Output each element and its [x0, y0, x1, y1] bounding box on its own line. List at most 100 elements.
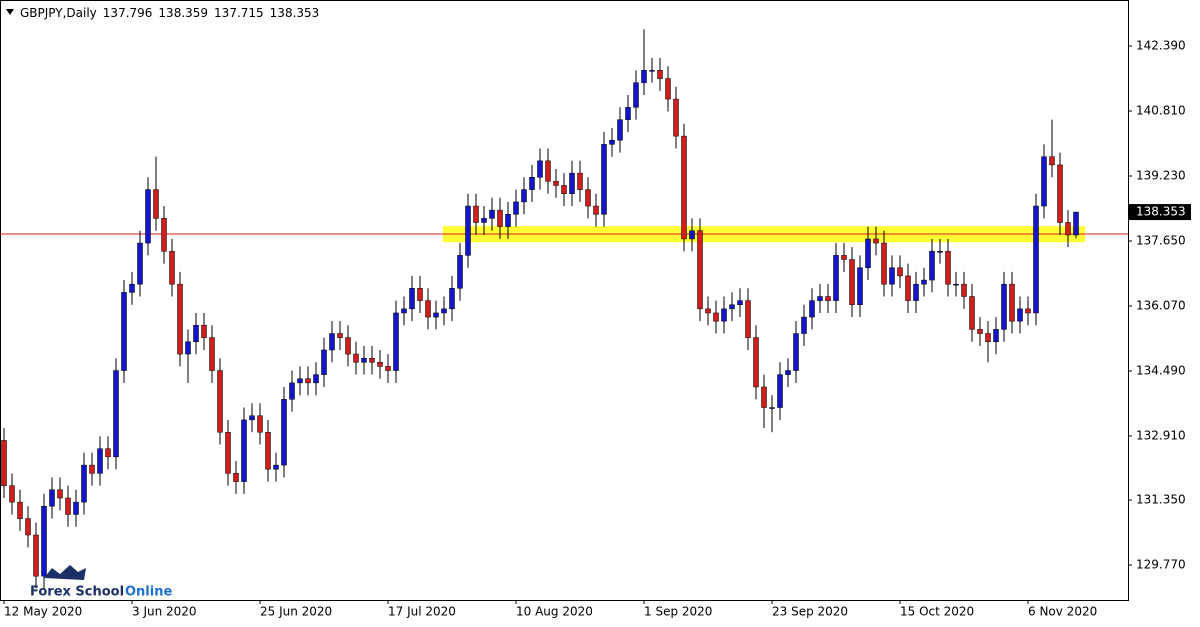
candle-body	[785, 370, 791, 375]
candle-body	[337, 333, 343, 338]
candle-body	[185, 341, 191, 355]
candle-body	[417, 288, 423, 301]
candle-body	[249, 415, 255, 421]
candle-body	[441, 308, 447, 314]
candle-body	[401, 308, 407, 314]
candle-body	[281, 399, 287, 466]
header-high: 138.359	[158, 6, 208, 20]
x-tick-label: 10 Aug 2020	[516, 605, 593, 619]
candle-body	[193, 325, 199, 342]
candle-body	[345, 337, 351, 355]
candle-body	[753, 337, 759, 388]
candle-body	[217, 370, 223, 433]
candle-body	[233, 473, 239, 482]
chart-title: GBPJPY,Daily	[20, 6, 97, 20]
candle-body	[457, 255, 463, 289]
candle-body	[857, 267, 863, 305]
candle-body	[289, 382, 295, 400]
x-tick-label: 3 Jun 2020	[132, 605, 197, 619]
candle-body	[673, 98, 679, 137]
candle-body	[577, 172, 583, 190]
candle-body	[721, 308, 727, 322]
y-tick-label: 136.070	[1136, 298, 1186, 312]
candle-body	[1033, 205, 1039, 314]
y-tick-label: 134.490	[1136, 363, 1186, 377]
candle-body	[9, 485, 15, 503]
y-tick-label: 137.650	[1136, 233, 1186, 247]
x-tick-label: 17 Jul 2020	[388, 605, 456, 619]
candle-body	[969, 296, 975, 330]
candle-body	[905, 275, 911, 301]
candle-body	[433, 312, 439, 318]
candle-body	[913, 283, 919, 301]
candle-body	[41, 505, 47, 577]
plot	[0, 29, 1128, 589]
watermark: Forex School Online	[30, 565, 172, 600]
candle-body	[929, 251, 935, 281]
candle-body	[385, 366, 391, 371]
candle-body	[1073, 211, 1079, 236]
candle-body	[881, 242, 887, 285]
x-tick-label: 6 Nov 2020	[1028, 605, 1097, 619]
candle-body	[681, 135, 687, 240]
candle-body	[177, 283, 183, 355]
candle-body	[425, 300, 431, 318]
candle-body	[873, 238, 879, 244]
candle-body	[481, 218, 487, 223]
candle-body	[529, 176, 535, 190]
candle-body	[601, 144, 607, 215]
candle-body	[953, 283, 959, 286]
y-tick-label: 132.910	[1136, 428, 1186, 442]
candle-body	[1065, 222, 1071, 236]
candle-body	[769, 407, 775, 409]
candle-body	[937, 251, 943, 253]
candle-body	[145, 189, 151, 244]
candle-body	[705, 308, 711, 314]
candle-body	[505, 214, 511, 227]
header-open: 137.796	[103, 6, 153, 20]
candle-body	[313, 374, 319, 384]
candle-body	[161, 218, 167, 252]
candle-body	[33, 534, 39, 577]
candle-body	[729, 304, 735, 310]
candle-body	[841, 255, 847, 260]
candle-body	[889, 267, 895, 285]
candle-body	[65, 497, 71, 515]
candle-body	[985, 333, 991, 342]
y-tick-label: 140.810	[1136, 104, 1186, 118]
candle-body	[513, 201, 519, 215]
candle-body	[465, 205, 471, 256]
candle-body	[265, 431, 271, 470]
candle-body	[321, 349, 327, 375]
candle-body	[537, 160, 543, 178]
candle-body	[833, 255, 839, 301]
candle-body	[849, 259, 855, 305]
candle-body	[369, 357, 375, 363]
candle-body	[825, 296, 831, 301]
candle-body	[497, 209, 503, 227]
candle-body	[777, 374, 783, 408]
candle-body	[689, 230, 695, 240]
candle-body	[553, 181, 559, 186]
candle-body	[617, 119, 623, 141]
candle-body	[793, 333, 799, 371]
candle-body	[57, 489, 63, 499]
candle-body	[361, 357, 367, 363]
y-tick-label: 129.770	[1136, 558, 1186, 572]
header-low: 137.715	[214, 6, 264, 20]
candle-body	[105, 448, 111, 458]
candle-body	[665, 78, 671, 100]
candle-body	[625, 107, 631, 120]
candle-body	[745, 300, 751, 338]
y-tick-label: 139.230	[1136, 169, 1186, 183]
candle-body	[713, 312, 719, 322]
candle-body	[569, 172, 575, 194]
candle-body	[449, 288, 455, 310]
candle-body	[225, 431, 231, 474]
candle-body	[273, 464, 279, 470]
candle-body	[1017, 308, 1023, 322]
candle-body	[377, 362, 383, 367]
candle-body	[961, 283, 967, 297]
candle-body	[897, 267, 903, 277]
